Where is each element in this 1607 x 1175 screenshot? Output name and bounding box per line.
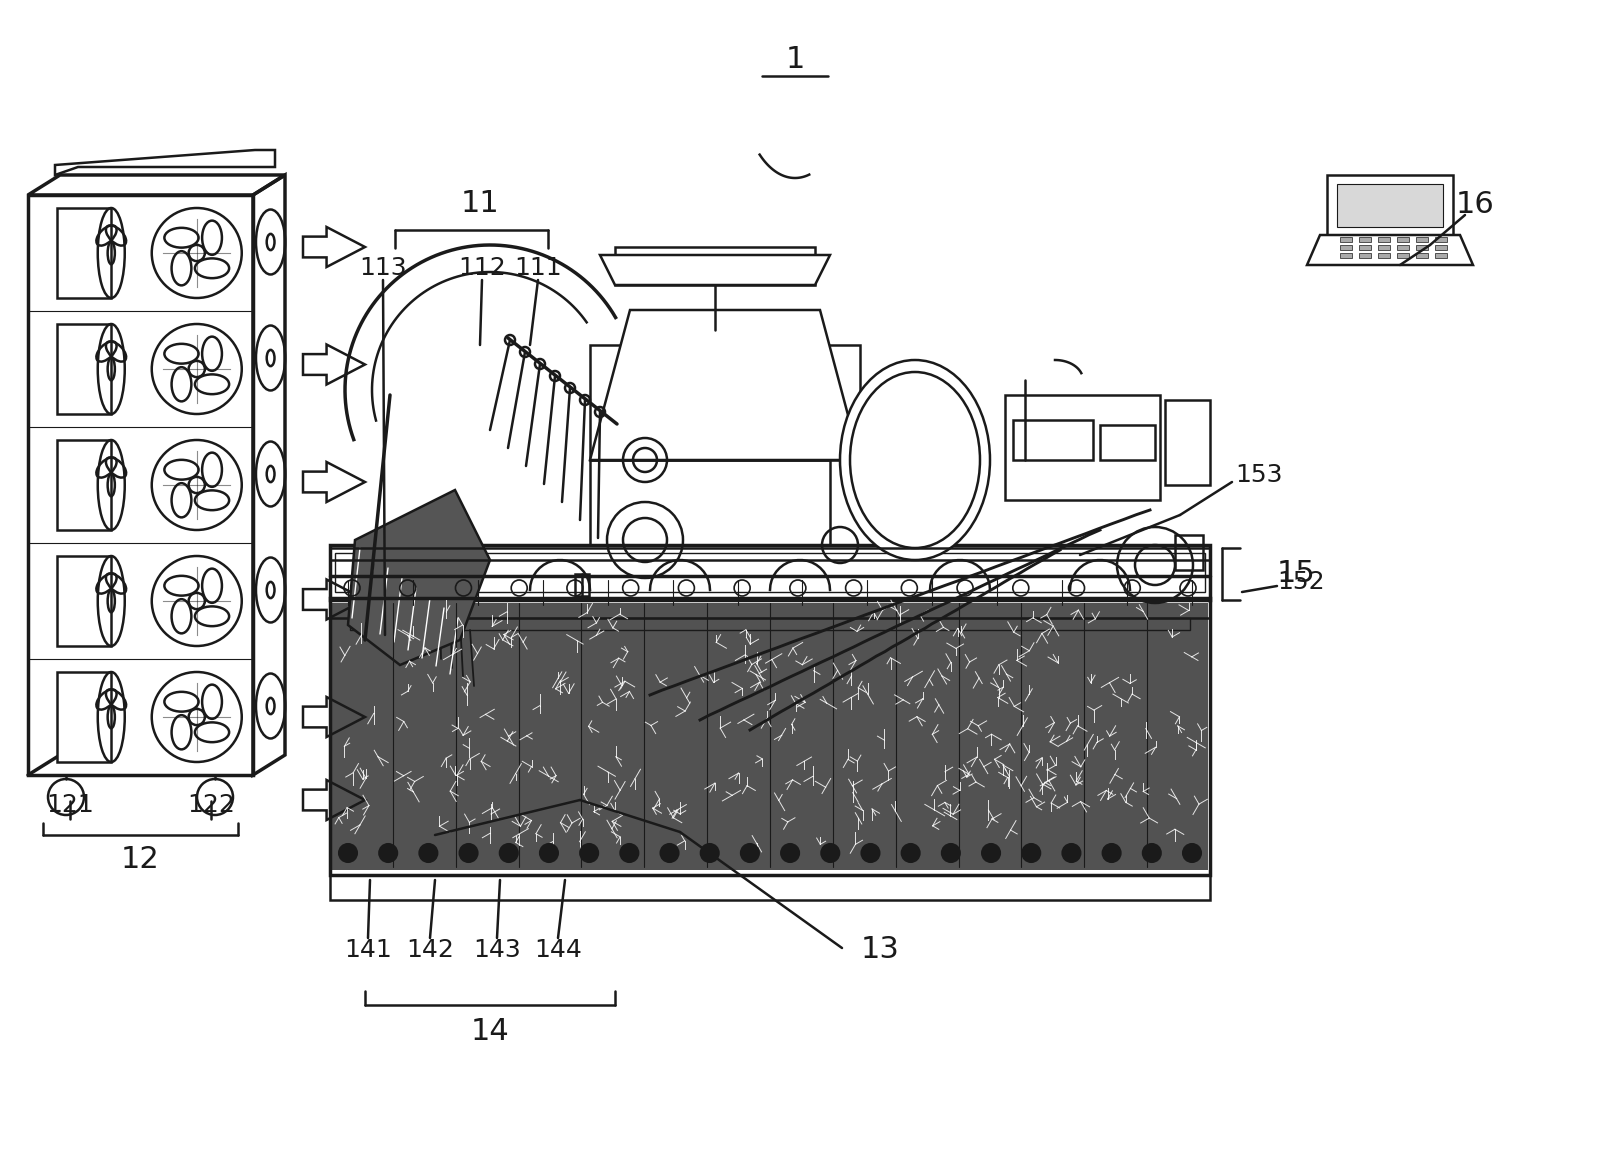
Bar bbox=[1377, 237, 1388, 242]
Bar bbox=[334, 553, 1204, 592]
Circle shape bbox=[419, 844, 437, 862]
Bar bbox=[1175, 535, 1202, 570]
Circle shape bbox=[460, 844, 477, 862]
Circle shape bbox=[982, 844, 1000, 862]
Bar bbox=[1339, 253, 1351, 258]
Bar bbox=[329, 600, 1208, 618]
Polygon shape bbox=[1306, 235, 1472, 266]
Text: 111: 111 bbox=[514, 256, 561, 280]
Ellipse shape bbox=[839, 360, 990, 560]
Text: 121: 121 bbox=[47, 793, 93, 817]
Circle shape bbox=[1143, 844, 1160, 862]
Circle shape bbox=[701, 844, 718, 862]
Circle shape bbox=[781, 844, 799, 862]
Circle shape bbox=[942, 844, 959, 862]
Circle shape bbox=[580, 844, 598, 862]
Polygon shape bbox=[347, 490, 490, 665]
Circle shape bbox=[620, 844, 638, 862]
Circle shape bbox=[500, 844, 517, 862]
Bar bbox=[614, 247, 815, 286]
Bar bbox=[1416, 246, 1427, 250]
Bar bbox=[1433, 246, 1446, 250]
Bar bbox=[350, 618, 1189, 630]
Bar bbox=[1433, 237, 1446, 242]
Polygon shape bbox=[1326, 175, 1453, 235]
Bar bbox=[1416, 237, 1427, 242]
Bar bbox=[329, 545, 1208, 600]
Bar bbox=[58, 672, 111, 763]
Circle shape bbox=[339, 844, 357, 862]
Bar bbox=[58, 324, 111, 414]
Bar bbox=[1396, 246, 1408, 250]
Polygon shape bbox=[599, 255, 829, 286]
Text: 144: 144 bbox=[534, 938, 582, 962]
Circle shape bbox=[902, 844, 919, 862]
Bar bbox=[1396, 253, 1408, 258]
Text: 15: 15 bbox=[1276, 559, 1315, 589]
Circle shape bbox=[1102, 844, 1120, 862]
Bar bbox=[1339, 246, 1351, 250]
Bar bbox=[1165, 400, 1208, 485]
Text: 122: 122 bbox=[186, 793, 235, 817]
Circle shape bbox=[861, 844, 879, 862]
Bar bbox=[1012, 419, 1093, 459]
Text: 16: 16 bbox=[1454, 190, 1493, 220]
Bar bbox=[331, 603, 1207, 870]
Bar bbox=[1416, 253, 1427, 258]
Text: 11: 11 bbox=[460, 189, 500, 219]
Text: 112: 112 bbox=[458, 256, 506, 280]
Bar bbox=[1339, 237, 1351, 242]
Bar bbox=[1099, 425, 1154, 459]
Bar bbox=[575, 575, 588, 596]
Text: 13: 13 bbox=[860, 935, 898, 965]
Text: 113: 113 bbox=[358, 256, 407, 280]
Text: 152: 152 bbox=[1276, 570, 1324, 595]
Bar bbox=[1358, 237, 1371, 242]
Bar bbox=[58, 556, 111, 646]
Bar bbox=[27, 195, 252, 776]
Text: 14: 14 bbox=[471, 1016, 509, 1046]
Text: 1: 1 bbox=[784, 46, 804, 74]
Bar bbox=[58, 208, 111, 298]
Circle shape bbox=[1183, 844, 1200, 862]
Circle shape bbox=[1062, 844, 1080, 862]
Text: 153: 153 bbox=[1234, 463, 1282, 486]
Circle shape bbox=[741, 844, 759, 862]
Polygon shape bbox=[55, 150, 275, 175]
Bar bbox=[1433, 253, 1446, 258]
Bar bbox=[1004, 395, 1159, 501]
Circle shape bbox=[1022, 844, 1040, 862]
Text: 142: 142 bbox=[407, 938, 453, 962]
Text: 143: 143 bbox=[472, 938, 521, 962]
Bar bbox=[1396, 237, 1408, 242]
Bar bbox=[58, 439, 111, 530]
Circle shape bbox=[540, 844, 558, 862]
Polygon shape bbox=[1335, 184, 1441, 227]
Polygon shape bbox=[590, 310, 860, 459]
Circle shape bbox=[660, 844, 678, 862]
Bar bbox=[1358, 253, 1371, 258]
Bar bbox=[1358, 246, 1371, 250]
Circle shape bbox=[379, 844, 397, 862]
Circle shape bbox=[821, 844, 839, 862]
Bar bbox=[1377, 246, 1388, 250]
Bar bbox=[590, 345, 860, 459]
Bar bbox=[590, 459, 829, 545]
Bar bbox=[329, 598, 1208, 875]
Bar bbox=[1377, 253, 1388, 258]
Text: 141: 141 bbox=[344, 938, 392, 962]
Bar bbox=[329, 875, 1208, 900]
Text: 12: 12 bbox=[121, 845, 159, 873]
